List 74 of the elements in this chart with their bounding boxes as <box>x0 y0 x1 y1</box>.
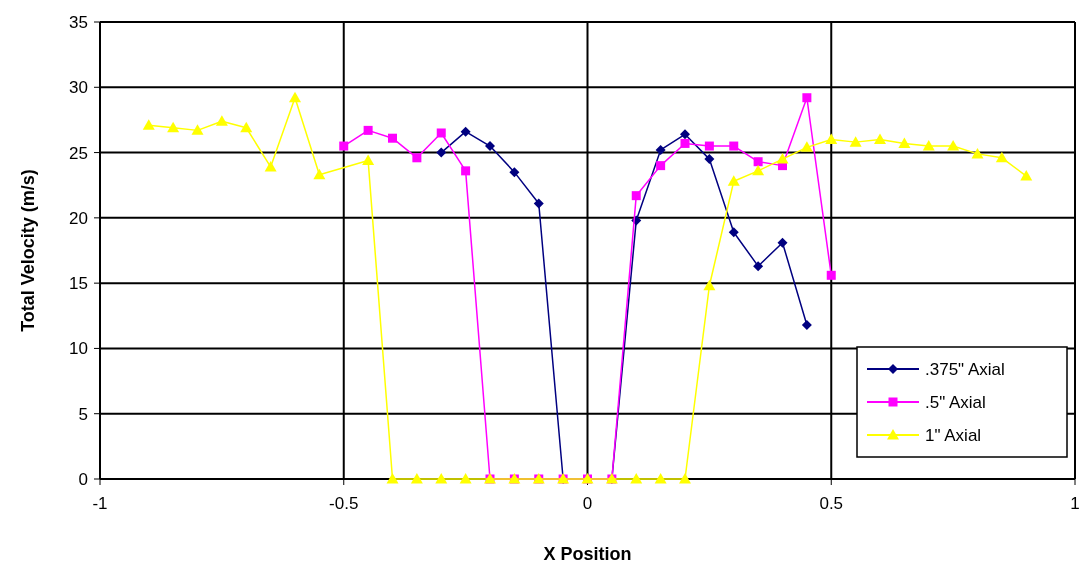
x-tick-label: -0.5 <box>329 494 359 513</box>
point <box>753 157 763 167</box>
point <box>533 198 544 209</box>
y-tick-label: 25 <box>69 143 88 163</box>
point <box>971 147 984 159</box>
point <box>313 168 326 180</box>
y-tick-label: 15 <box>69 274 88 294</box>
point <box>264 160 277 172</box>
y-tick-label: 20 <box>69 208 88 228</box>
point <box>995 151 1008 163</box>
point <box>777 237 788 248</box>
point <box>704 141 714 151</box>
point <box>922 140 935 151</box>
point <box>435 473 448 484</box>
point <box>436 128 446 138</box>
point <box>339 141 349 151</box>
point <box>386 473 399 484</box>
point <box>703 279 716 291</box>
point <box>680 129 690 140</box>
y-tick-label: 30 <box>69 78 88 98</box>
point <box>898 137 911 148</box>
x-tick-label: 0.5 <box>819 494 844 513</box>
x-axis-title: X Position <box>543 544 632 564</box>
point <box>460 126 471 137</box>
point <box>388 133 397 143</box>
y-tick-label: 5 <box>78 404 88 424</box>
point <box>656 161 666 171</box>
point <box>461 166 471 176</box>
point <box>704 154 715 165</box>
point <box>289 91 301 103</box>
point <box>631 191 641 201</box>
y-tick-label: 10 <box>69 339 88 359</box>
point <box>412 153 422 163</box>
point <box>509 167 520 178</box>
point <box>947 140 960 151</box>
point <box>215 115 228 126</box>
point <box>436 147 447 158</box>
point <box>630 473 643 484</box>
point <box>459 473 472 484</box>
point <box>142 119 155 130</box>
point <box>654 473 667 484</box>
y-axis-title: Total Velocity (m/s) <box>18 169 38 332</box>
point <box>655 144 666 155</box>
point <box>752 164 765 176</box>
point <box>362 154 375 165</box>
legend-label: 1" Axial <box>925 425 982 445</box>
point <box>363 125 373 135</box>
point <box>800 141 813 152</box>
point <box>485 141 495 152</box>
point <box>849 136 862 147</box>
point <box>801 319 812 330</box>
point <box>874 133 886 145</box>
point <box>240 121 253 133</box>
point <box>825 133 838 145</box>
point <box>729 141 739 151</box>
x-tick-label: 1 <box>1070 494 1080 513</box>
point <box>727 175 740 186</box>
x-tick-label: -1 <box>92 494 108 513</box>
point <box>191 124 204 135</box>
point <box>680 138 690 148</box>
point <box>679 473 691 484</box>
point <box>410 473 423 484</box>
x-tick-label: 0 <box>582 494 593 513</box>
point <box>802 93 812 103</box>
point <box>167 121 180 133</box>
point <box>826 270 836 280</box>
legend-label: .375" Axial <box>925 359 1005 379</box>
point <box>776 153 789 164</box>
y-tick-label: 35 <box>69 12 88 32</box>
point <box>1020 170 1033 181</box>
point <box>753 261 764 272</box>
y-tick-label: 0 <box>78 469 88 489</box>
point <box>728 227 739 238</box>
legend-label: .5" Axial <box>925 392 986 412</box>
